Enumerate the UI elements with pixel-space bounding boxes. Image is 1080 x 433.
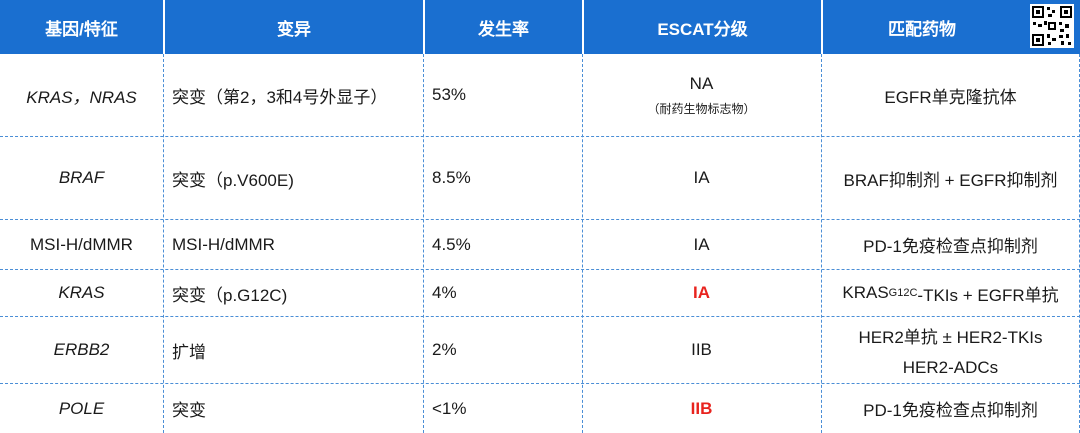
header-divider	[423, 0, 425, 54]
rate-cell: 2%	[432, 340, 457, 359]
drug-cell: BRAF抑制剂 + EGFR抑制剂	[843, 170, 1058, 190]
column-divider	[163, 54, 164, 433]
escat-cell: NA （耐药生物标志物）	[582, 54, 821, 136]
drug-cell: KRAS G12C -TKIs + EGFR单抗	[821, 270, 1080, 316]
gene-cell: POLE	[58, 398, 105, 418]
rate-cell: 4.5%	[432, 234, 471, 254]
drug-line-1: HER2单抗 ± HER2-TKIs	[858, 327, 1043, 347]
variant-cell: 突变（第2，3和4号外显子）	[172, 87, 388, 107]
escat-cell: IA	[693, 283, 710, 302]
escat-cell: IA	[693, 234, 710, 254]
column-divider	[423, 54, 424, 433]
header-drug: 匹配药物	[888, 19, 956, 39]
header-divider	[582, 0, 584, 54]
drug-cell: PD-1免疫检查点抑制剂	[863, 237, 1038, 256]
header-escat: ESCAT分级	[657, 19, 748, 39]
qr-code-icon[interactable]	[1030, 4, 1074, 48]
gene-cell: KRAS，NRAS	[26, 87, 137, 107]
variant-cell: 突变（p.G12C)	[172, 285, 288, 305]
column-divider	[821, 54, 822, 433]
table-row: BRAF 突变（p.V600E) 8.5% IA BRAF抑制剂 + EGFR抑…	[0, 137, 1080, 220]
drug-line-2: HER2-ADCs	[902, 357, 999, 377]
table-row: KRAS 突变（p.G12C) 4% IA KRAS G12C -TKIs + EG…	[0, 270, 1080, 317]
table-header: 基因/特征 变异 发生率 ESCAT分级 匹配药物	[0, 0, 1080, 54]
drug-prefix: KRAS	[842, 283, 889, 302]
column-divider	[582, 54, 583, 433]
gene-cell: KRAS	[58, 283, 105, 302]
escat-cell: IA	[693, 168, 710, 187]
drug-cell: HER2单抗 ± HER2-TKIs HER2-ADCs	[821, 317, 1080, 383]
drug-cell: PD-1免疫检查点抑制剂	[863, 401, 1038, 420]
gene-cell: ERBB2	[53, 340, 110, 359]
drug-suffix: -TKIs + EGFR单抗	[917, 285, 1059, 305]
gene-cell: MSI-H/dMMR	[30, 234, 133, 254]
header-rate: 发生率	[478, 19, 529, 39]
variant-cell: 突变（p.V600E)	[172, 170, 294, 190]
table-row: POLE 突变 <1% IIB PD-1免疫检查点抑制剂	[0, 384, 1080, 433]
gene-cell: BRAF	[58, 168, 105, 187]
table-row: KRAS，NRAS 突变（第2，3和4号外显子） 53% NA （耐药生物标志物…	[0, 54, 1080, 137]
variant-cell: 突变	[172, 401, 206, 420]
drug-superscript: G12C	[888, 287, 918, 299]
rate-cell: 53%	[432, 85, 467, 104]
table-row: MSI-H/dMMR MSI-H/dMMR 4.5% IA PD-1免疫检查点抑…	[0, 220, 1080, 270]
escat-note: （耐药生物标志物）	[647, 101, 756, 116]
header-variant: 变异	[277, 19, 311, 39]
rate-cell: 8.5%	[432, 168, 471, 187]
header-divider	[163, 0, 165, 54]
escat-cell: IIB	[690, 398, 713, 418]
variant-cell: 扩增	[172, 342, 206, 362]
header-divider	[821, 0, 823, 54]
drug-cell: EGFR单克隆抗体	[884, 87, 1017, 107]
header-gene: 基因/特征	[45, 19, 118, 39]
rate-cell: <1%	[432, 398, 467, 418]
escat-cell: IIB	[691, 340, 712, 359]
table-row: ERBB2 扩增 2% IIB HER2单抗 ± HER2-TKIs HER2-…	[0, 317, 1080, 384]
rate-cell: 4%	[432, 283, 457, 302]
variant-cell: MSI-H/dMMR	[172, 234, 275, 254]
escat-value: NA	[689, 73, 714, 93]
